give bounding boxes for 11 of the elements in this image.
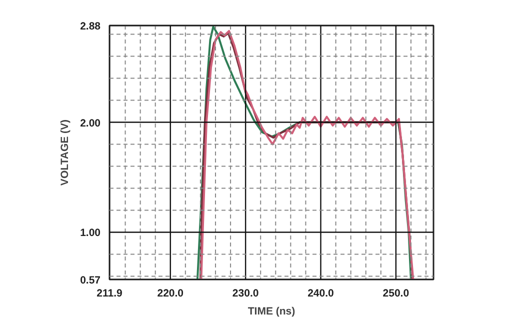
y-tick-label: 2.00 bbox=[80, 117, 101, 130]
y-tick-label: 0.57 bbox=[80, 274, 101, 286]
x-tick-label: 250.0 bbox=[382, 288, 410, 300]
y-tick-label: 1.00 bbox=[80, 227, 101, 240]
x-tick-label: 240.0 bbox=[308, 288, 334, 300]
x-tick-label: 211.9 bbox=[96, 288, 123, 300]
x-axis-title: TIME (ns) bbox=[248, 306, 296, 318]
x-tick-label: 230.0 bbox=[232, 288, 259, 300]
y-axis-title: VOLTAGE (V) bbox=[59, 119, 72, 186]
y-tick-label: 2.88 bbox=[80, 20, 101, 32]
x-tick-label: 220.0 bbox=[157, 288, 184, 300]
